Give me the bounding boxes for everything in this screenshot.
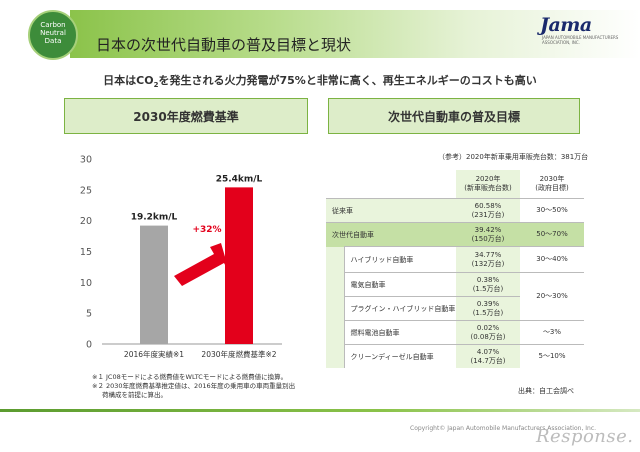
y-tick-label: 25 — [80, 185, 92, 196]
y-tick-label: 5 — [86, 309, 92, 320]
row-value-ev-2020: 0.38% (1.5万台) — [456, 272, 520, 297]
header: Carbon Neutral Data 日本の次世代自動車の普及目標と現状 Ja… — [0, 0, 640, 62]
value-units: (14.7万台) — [470, 356, 506, 365]
x-tick-label: 2030年度燃費基準※2 — [201, 349, 276, 359]
growth-arrow — [174, 243, 230, 286]
y-tick-label: 15 — [80, 247, 92, 258]
logo-line: Carbon — [40, 21, 66, 29]
chart-notes: ※１ JC08モードによる燃費値をWLTCモードによる燃費値に換算。 ※２ 20… — [92, 373, 295, 400]
row-value-fcv-2030: ～3% — [520, 320, 584, 345]
col-2020-header: 2020年 (新車販売台数) — [456, 170, 520, 199]
footer-divider — [0, 409, 640, 412]
row-value-nextgen-2020: 39.42% (150万台) — [456, 222, 520, 247]
col-2030-header: 2030年 (政府目標) — [520, 170, 584, 199]
bar — [225, 187, 253, 344]
note-line: ※１ JC08モードによる燃費値をWLTCモードによる燃費値に換算。 — [92, 373, 288, 381]
row-value-fcv-2020: 0.02% (0.08万台) — [456, 320, 520, 345]
col-2020-sub: (新車販売台数) — [464, 184, 512, 192]
bar — [140, 225, 168, 344]
row-label-nextgen: 次世代自動車 — [326, 222, 456, 247]
value-percent: 0.38% — [476, 275, 500, 284]
x-tick-label: 2016年度実績※1 — [124, 349, 184, 359]
data-label: 25.4km/L — [216, 174, 263, 184]
copyright: Copyright© Japan Automobile Manufacturer… — [410, 425, 597, 432]
value-units: (231万台) — [471, 210, 505, 219]
value-percent: 0.02% — [476, 323, 500, 332]
note-line: ※２ 2030年度燃費基準推定値は、2016年度の乗用車の車両重量別出 — [92, 382, 296, 390]
table-row: 次世代自動車 39.42% (150万台) 50～70% — [326, 222, 584, 247]
value-percent: 34.77% — [474, 250, 502, 259]
table-row: 電気自動車 0.38% (1.5万台) 20～30% — [326, 272, 584, 321]
value-units: (132万台) — [471, 259, 505, 268]
page-title: 日本の次世代自動車の普及目標と現状 — [96, 36, 352, 54]
data-label: 19.2km/L — [131, 213, 178, 223]
row-value-nextgen-2030: 50～70% — [520, 222, 584, 247]
adoption-target-table: 2020年 (新車販売台数) 2030年 (政府目標) 従来車 60.58% (… — [326, 170, 584, 368]
header-band — [70, 10, 640, 58]
subtitle-post: を発生される火力発電が75%と非常に高く、再生エネルギーのコストも高い — [158, 74, 537, 87]
table-row: クリーンディーゼル自動車 4.07% (14.7万台) 5～10% — [326, 344, 584, 368]
right-panel-header: 次世代自動車の普及目標 — [328, 98, 580, 134]
value-percent: 39.42% — [474, 225, 502, 234]
fuel-economy-chart: 0 5 10 15 20 25 30 19.2km/L 2016年度実績※1 25.4km/L 20… — [80, 155, 282, 359]
table-row: ハイブリッド自動車 34.77% (132万台) 30～40% — [326, 246, 584, 368]
value-units: (1.5万台) — [472, 308, 504, 317]
slide-subtitle: 日本はCO2を発生される火力発電が75%と非常に高く、再生エネルギーのコストも高… — [0, 72, 640, 89]
table-row: プラグイン・ハイブリッド自動車 0.39% (1.5万台) — [326, 296, 584, 321]
col-2020-year: 2020年 — [475, 175, 501, 183]
y-tick-label: 10 — [80, 278, 92, 289]
jama-logo: Jama — [540, 14, 592, 36]
row-value-conventional-2020: 60.58% (231万台) — [456, 198, 520, 223]
y-tick-label: 0 — [86, 340, 92, 351]
row-label-phev: プラグイン・ハイブリッド自動車 — [343, 296, 456, 321]
table-header-row: 2020年 (新車販売台数) 2030年 (政府目標) — [326, 170, 584, 199]
value-units: (150万台) — [471, 234, 505, 243]
row-label-fcv: 燃料電池自動車 — [343, 320, 456, 345]
header-empty-cell — [326, 170, 456, 199]
note-line: 荷構成を前提に算出。 — [102, 391, 167, 399]
row-value-hybrid-2030: 30～40% — [520, 246, 584, 273]
value-percent: 4.07% — [476, 347, 500, 356]
row-value-ev-phev-2030: 20～30% — [520, 272, 584, 321]
right-panel-title: 次世代自動車の普及目標 — [387, 109, 520, 124]
row-value-diesel-2030: 5～10% — [520, 344, 584, 368]
left-panel-header: 2030年度燃費基準 — [64, 98, 308, 134]
table-row: 燃料電池自動車 0.02% (0.08万台) ～3% — [326, 320, 584, 345]
row-value-diesel-2020: 4.07% (14.7万台) — [456, 344, 520, 368]
row-label-hybrid: ハイブリッド自動車 — [343, 246, 456, 273]
subtitle-pre: 日本はCO — [103, 74, 154, 87]
row-value-phev-2020: 0.39% (1.5万台) — [456, 296, 520, 321]
value-percent: 0.39% — [476, 299, 500, 308]
growth-label: +32% — [192, 225, 221, 235]
row-label-conventional: 従来車 — [326, 198, 456, 223]
response-watermark: Response. — [536, 426, 634, 447]
row-label-diesel: クリーンディーゼル自動車 — [343, 344, 456, 368]
table-source: 出典：自工会調べ — [518, 387, 574, 395]
col-2030-year: 2030年 — [539, 175, 565, 183]
logo-line: Data — [44, 37, 62, 45]
reference-note: （参考）2020年新車乗用車販売台数：381万台 — [438, 153, 589, 161]
value-units: (1.5万台) — [472, 284, 504, 293]
sub-row-gutter — [326, 246, 344, 368]
col-2030-sub: (政府目標) — [535, 184, 569, 192]
value-percent: 60.58% — [474, 201, 502, 210]
y-tick-label: 30 — [80, 155, 92, 166]
row-value-conventional-2030: 30～50% — [520, 198, 584, 223]
jama-logo-subtext: JAPAN AUTOMOBILE MANUFACTURERS ASSOCIATI… — [542, 35, 619, 45]
value-units: (0.08万台) — [470, 332, 506, 341]
carbon-neutral-logo: Carbon Neutral Data — [28, 10, 78, 60]
subtitle-sub: 2 — [153, 81, 159, 90]
row-label-ev: 電気自動車 — [343, 272, 456, 297]
row-value-hybrid-2020: 34.77% (132万台) — [456, 246, 520, 273]
y-tick-label: 20 — [80, 216, 92, 227]
logo-line: Neutral — [40, 29, 66, 37]
left-panel-title: 2030年度燃費基準 — [133, 109, 239, 124]
table-row: 従来車 60.58% (231万台) 30～50% — [326, 198, 584, 223]
